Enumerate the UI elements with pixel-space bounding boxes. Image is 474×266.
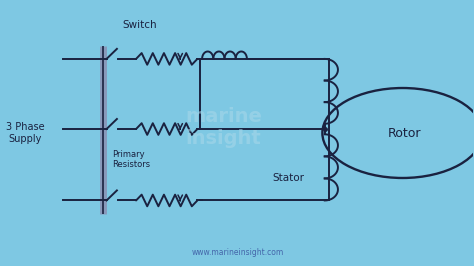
Text: marine
insight: marine insight xyxy=(185,107,262,148)
Text: 3 Phase
Supply: 3 Phase Supply xyxy=(6,122,45,144)
Text: Switch: Switch xyxy=(122,19,156,30)
Text: Stator: Stator xyxy=(273,173,305,183)
Text: Primary
Resistors: Primary Resistors xyxy=(112,150,151,169)
Text: Rotor: Rotor xyxy=(388,127,422,139)
Text: www.marineinsight.com: www.marineinsight.com xyxy=(191,248,283,257)
